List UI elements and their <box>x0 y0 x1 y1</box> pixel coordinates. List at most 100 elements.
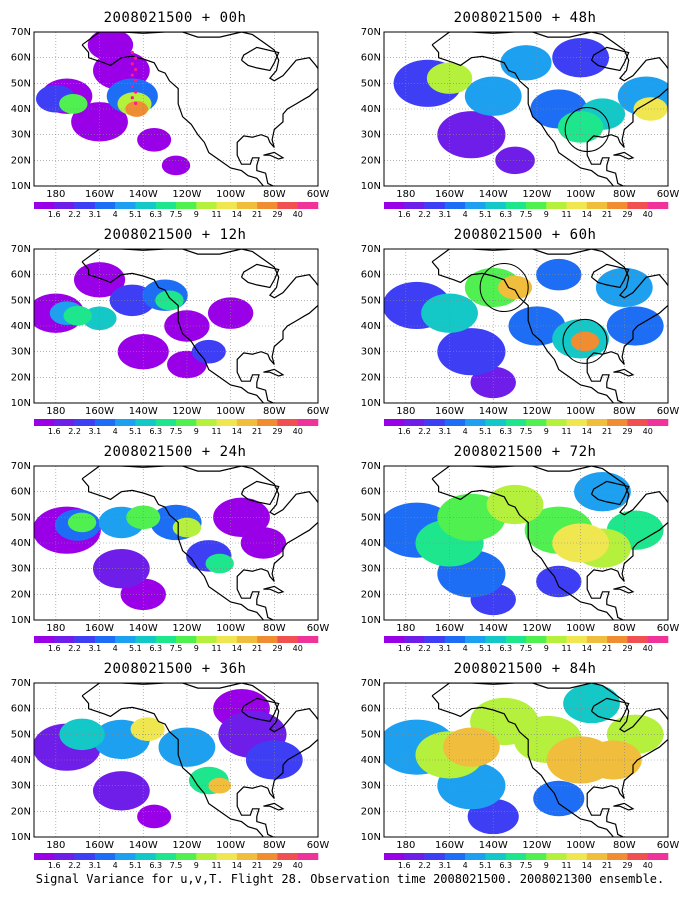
x-tick-label: 140W <box>479 406 508 417</box>
coastline <box>263 585 285 594</box>
colorbar-label: 14 <box>232 644 242 653</box>
variance-region <box>59 94 88 114</box>
colorbar-label: 6.3 <box>499 427 512 436</box>
y-tick-label: 10N <box>361 832 381 843</box>
colorbar-label: 29 <box>272 644 282 653</box>
x-tick-label: 180 <box>46 840 65 851</box>
x-tick-label: 140W <box>129 189 158 200</box>
colorbar-swatch <box>424 419 446 426</box>
coastline <box>81 261 265 403</box>
colorbar-label: 2.2 <box>418 427 431 436</box>
colorbar-swatch <box>505 202 527 209</box>
x-tick-label: 80W <box>263 840 286 851</box>
colorbar-label: 5.1 <box>479 644 492 653</box>
panel-title: 2008021500 + 84h <box>453 661 597 677</box>
y-tick-label: 40N <box>361 755 381 766</box>
colorbar-label: 2.2 <box>418 861 431 870</box>
x-tick-label: 160W <box>85 623 114 634</box>
colorbar-swatch <box>465 853 486 860</box>
x-tick-label: 100W <box>216 406 245 417</box>
map-frame <box>383 31 669 187</box>
variance-region <box>570 331 600 352</box>
x-tick-label: 80W <box>613 840 636 851</box>
colorbar-label: 4 <box>463 644 468 653</box>
colorbar-swatch <box>94 202 116 209</box>
colorbar-swatch <box>94 853 116 860</box>
x-tick-label: 120W <box>172 623 201 634</box>
colorbar-label: 9 <box>194 644 199 653</box>
colorbar-label: 3.1 <box>88 644 101 653</box>
variance-region <box>498 275 533 300</box>
colorbar-label: 7.5 <box>170 210 183 219</box>
colorbar-swatch <box>115 202 136 209</box>
dropsonde-marker <box>130 84 134 89</box>
panel-title: 2008021500 + 36h <box>103 661 247 677</box>
y-tick-label: 60N <box>11 270 31 281</box>
map-frame <box>383 682 669 838</box>
colorbar-label: 6.3 <box>499 861 512 870</box>
colorbar-swatch <box>586 636 608 643</box>
colorbar-swatch <box>505 419 527 426</box>
x-tick-label: 160W <box>435 406 464 417</box>
panel-title: 2008021500 + 72h <box>453 444 597 460</box>
colorbar-label: 40 <box>293 210 303 219</box>
variance-region <box>240 527 287 559</box>
y-tick-label: 50N <box>11 512 31 523</box>
dropsonde-marker <box>133 79 138 83</box>
variance-region <box>426 62 473 94</box>
coastline <box>590 697 630 723</box>
colorbar-swatch <box>216 853 238 860</box>
x-tick-label: 180 <box>396 189 415 200</box>
colorbar-swatch <box>526 636 547 643</box>
y-tick-label: 20N <box>11 372 31 383</box>
colorbar-swatch <box>155 202 177 209</box>
y-tick-label: 50N <box>11 295 31 306</box>
x-tick-label: 100W <box>566 623 595 634</box>
colorbar-swatch <box>384 636 405 643</box>
variance-region <box>158 727 216 767</box>
colorbar-swatch <box>277 419 299 426</box>
y-tick-label: 10N <box>11 181 31 192</box>
x-tick-label: 180 <box>46 406 65 417</box>
colorbar-label: 7.5 <box>170 644 183 653</box>
colorbar-label: 14 <box>582 861 592 870</box>
colorbar-swatch <box>384 419 405 426</box>
colorbar-label: 1.6 <box>48 644 61 653</box>
x-tick-label: 120W <box>522 840 551 851</box>
colorbar-swatch <box>236 636 258 643</box>
variance-region <box>172 517 202 538</box>
colorbar-label: 4 <box>113 427 118 436</box>
y-tick-label: 70N <box>11 244 31 255</box>
map-panel: 10N 20N 30N 40N 50N 60N 70N 180 160W 140W 120W 100W… <box>11 27 330 219</box>
colorbar-swatch <box>115 419 136 426</box>
colorbar-swatch <box>647 202 669 209</box>
y-tick-label: 10N <box>11 615 31 626</box>
colorbar-swatch <box>257 202 278 209</box>
dropsonde-marker <box>133 67 138 72</box>
colorbar-swatch <box>627 853 649 860</box>
colorbar-swatch <box>424 202 446 209</box>
y-tick-label: 10N <box>11 398 31 409</box>
colorbar-swatch <box>424 636 446 643</box>
dropsonde-marker <box>130 73 134 77</box>
colorbar-label: 9 <box>544 644 549 653</box>
colorbar-label: 29 <box>272 861 282 870</box>
colorbar-label: 14 <box>582 644 592 653</box>
y-tick-label: 20N <box>361 589 381 600</box>
colorbar-swatch <box>607 419 628 426</box>
colorbar-swatch <box>297 853 319 860</box>
coastline <box>240 263 280 289</box>
variance-region <box>137 804 172 829</box>
panel-title: 2008021500 + 12h <box>103 227 247 243</box>
x-tick-label: 180 <box>396 406 415 417</box>
y-tick-label: 70N <box>11 27 31 38</box>
colorbar-label: 29 <box>622 861 632 870</box>
colorbar-label: 3.1 <box>88 427 101 436</box>
coastline <box>431 32 668 186</box>
variance-region <box>63 305 92 326</box>
dropsonde-marker <box>133 101 138 105</box>
colorbar-label: 21 <box>602 861 612 870</box>
colorbar-swatch <box>277 636 299 643</box>
colorbar-label: 2.2 <box>68 861 81 870</box>
variance-region <box>584 740 642 780</box>
